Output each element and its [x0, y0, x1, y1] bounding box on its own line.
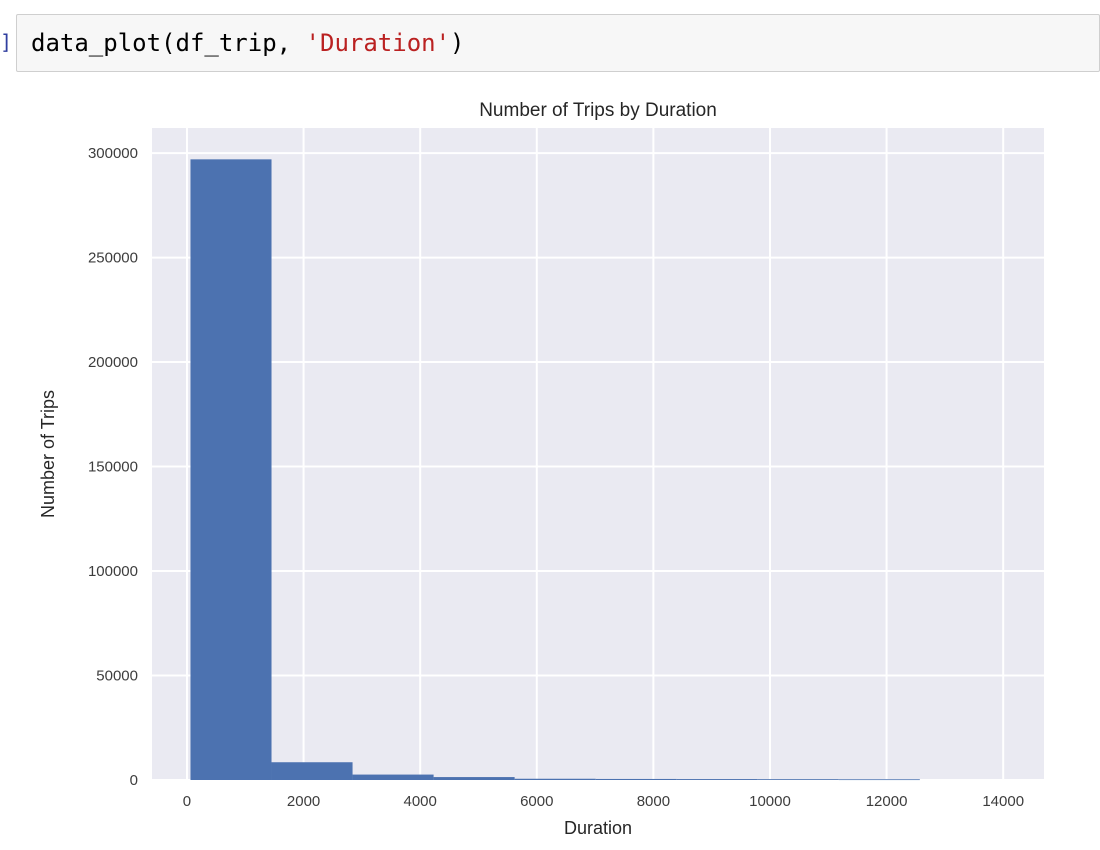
x-tick-labels: 0 2000 4000 6000 8000 10000 12000 14000	[183, 793, 1024, 810]
x-axis-label: Duration	[564, 818, 632, 838]
code-cell[interactable]: data_plot(df_trip, 'Duration')	[16, 14, 1100, 72]
histogram-bar	[352, 774, 434, 780]
histogram-bar	[757, 779, 839, 780]
code-text: data_plot(df_trip,	[31, 29, 306, 57]
y-tick-labels: 0 50000 100000 150000 200000 250000 300000	[88, 145, 138, 789]
y-tick-label: 50000	[96, 668, 138, 685]
histogram-bar	[190, 159, 272, 780]
histogram-bar	[433, 777, 515, 780]
histogram-bar	[595, 778, 677, 780]
chart-title: Number of Trips by Duration	[479, 100, 717, 121]
x-tick-label: 6000	[520, 793, 553, 810]
histogram-bars	[190, 159, 920, 781]
x-tick-label: 8000	[637, 793, 670, 810]
y-axis-label: Number of Trips	[38, 390, 58, 518]
y-tick-label: 0	[130, 772, 138, 789]
histogram-bar	[514, 778, 596, 780]
x-tick-label: 4000	[403, 793, 436, 810]
plot-background	[152, 128, 1044, 780]
histogram-chart: 0 2000 4000 6000 8000 10000 12000 14000 0 50000 1…	[38, 100, 1044, 838]
y-tick-label: 150000	[88, 459, 138, 476]
code-string-literal: 'Duration'	[305, 29, 451, 57]
y-tick-label: 200000	[88, 354, 138, 371]
x-tick-label: 14000	[982, 793, 1024, 810]
histogram-bar	[838, 779, 920, 781]
code-text-suffix: )	[450, 29, 465, 57]
x-tick-label: 0	[183, 793, 191, 810]
y-tick-label: 100000	[88, 563, 138, 580]
x-tick-label: 2000	[287, 793, 320, 810]
y-tick-label: 300000	[88, 145, 138, 162]
x-tick-label: 10000	[749, 793, 791, 810]
y-tick-label: 250000	[88, 250, 138, 267]
x-tick-label: 12000	[866, 793, 908, 810]
histogram-bar	[271, 762, 353, 780]
histogram-bar	[676, 779, 758, 780]
